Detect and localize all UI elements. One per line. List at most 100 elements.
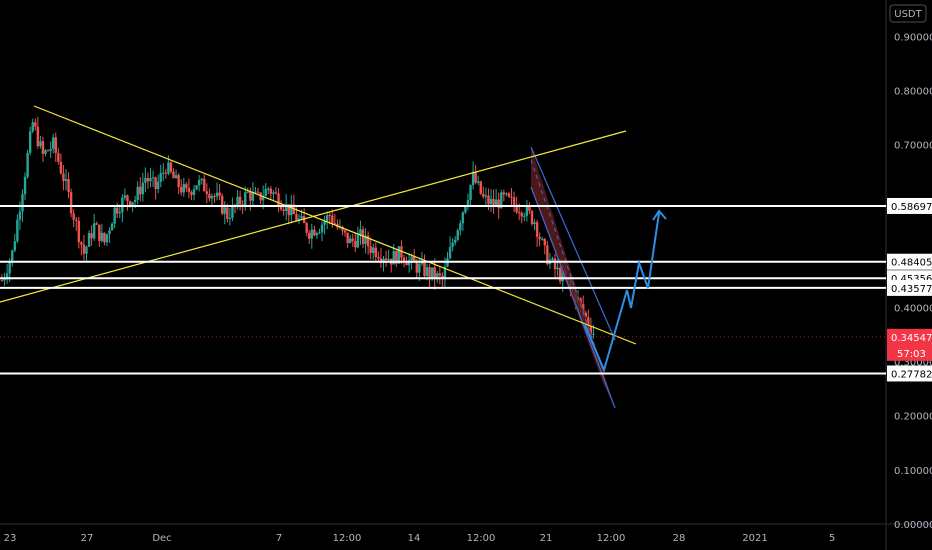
x-axis: 23 27 Dec 7 12:00 14 12:00 21 12:00 28 2021 5 [4, 533, 836, 544]
candle-body [535, 222, 539, 237]
candle-body [551, 258, 554, 260]
candle-body [351, 238, 354, 241]
candle-body [90, 233, 93, 239]
level-label-box [887, 253, 932, 270]
candle-body [438, 273, 442, 276]
ascending-trendline [0, 130, 627, 303]
channel-upper-line [530, 146, 616, 341]
level-label: 0.48405 [891, 258, 932, 269]
candle-body [8, 261, 11, 274]
candle-body [5, 273, 9, 278]
candle-body [492, 198, 495, 206]
candle-body [205, 191, 209, 195]
candle-body [264, 188, 267, 196]
candle-body [587, 317, 590, 327]
candle-body [469, 185, 472, 201]
x-tick-label: 12:00 [597, 533, 626, 544]
candle-body [372, 247, 375, 254]
candle-body [256, 191, 260, 193]
candle-body [100, 232, 104, 241]
currency-badge[interactable]: USDT [889, 4, 927, 23]
candle-body [180, 187, 183, 193]
level-label: 0.43577 [891, 284, 932, 295]
candle-body [174, 175, 178, 179]
candle-body [192, 189, 196, 195]
projection-arrowhead [652, 209, 667, 221]
candle-body [497, 199, 500, 209]
candle-body [113, 207, 116, 224]
candle-body [185, 184, 188, 189]
candle-body [251, 192, 255, 201]
candle-body [489, 198, 493, 204]
candle-body [530, 210, 534, 224]
candle-body [456, 230, 459, 240]
candle-body [279, 207, 283, 210]
candle-body [364, 235, 367, 244]
candle-body [310, 229, 314, 239]
candle-body [346, 232, 349, 244]
candle-body [44, 150, 47, 154]
candle-body [561, 270, 564, 282]
candle-body [474, 171, 477, 183]
candle-body [313, 229, 316, 236]
candle-body [425, 267, 429, 276]
channel-mid-line [530, 159, 604, 371]
candle-body [479, 181, 482, 194]
candle-body [287, 204, 290, 216]
candle-body [423, 261, 426, 276]
candle-body [356, 234, 360, 248]
candle-body [359, 229, 362, 235]
candle-body [236, 196, 239, 206]
candle-body [418, 263, 421, 273]
y-tick-label: 0.00000 [894, 520, 932, 531]
candle-body [436, 273, 439, 280]
candle-body [366, 235, 370, 247]
candle-body [305, 223, 308, 233]
candle-body [77, 220, 81, 243]
candle-body [164, 172, 168, 174]
candle-body [525, 205, 529, 216]
candle-body [308, 232, 311, 239]
level-label: 0.27782 [891, 369, 932, 380]
candle-body [26, 152, 29, 177]
candle-body [581, 304, 585, 313]
candle-body [34, 122, 37, 127]
candle-body [52, 137, 55, 149]
candle-body [21, 194, 24, 212]
candle-body [197, 180, 201, 186]
candle-body [54, 137, 57, 153]
level-label-box [887, 279, 932, 296]
candle-body [553, 258, 557, 270]
x-tick-label: 12:00 [333, 533, 362, 544]
candle-body [116, 207, 119, 214]
candle-body [190, 192, 193, 195]
candle-body [103, 232, 106, 243]
trendlines [0, 105, 637, 345]
candle-body [28, 131, 32, 153]
y-tick-label: 0.40000 [894, 303, 932, 314]
candle-body [556, 267, 559, 270]
candle-body [379, 258, 383, 262]
candle-body [510, 196, 513, 198]
candle-body [512, 197, 516, 205]
candle-body [218, 192, 221, 196]
candle-body [261, 195, 265, 201]
candle-body [369, 246, 372, 254]
x-tick-label: 21 [540, 533, 553, 544]
candle-body [213, 195, 216, 197]
candle-body [172, 171, 175, 179]
candle-body [538, 236, 541, 240]
y-tick-label: 0.80000 [894, 87, 932, 98]
candle-body [453, 239, 457, 243]
x-tick-label: 28 [673, 533, 686, 544]
candle-body [295, 214, 298, 221]
candle-body [382, 258, 385, 262]
candle-body [108, 230, 111, 235]
candle-body [95, 223, 98, 225]
candle-body [464, 206, 467, 213]
candle-body [238, 196, 242, 205]
candle-body [149, 177, 152, 182]
countdown-label: 57:03 [897, 349, 926, 360]
